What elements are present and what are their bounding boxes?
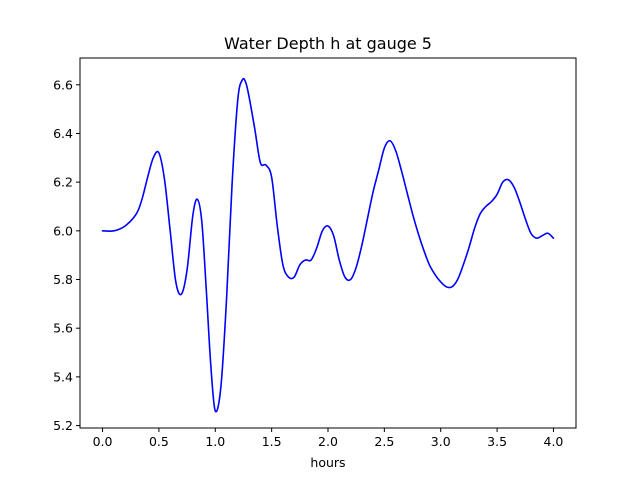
x-tick-label: 2.0 <box>318 434 338 449</box>
chart-title: Water Depth h at gauge 5 <box>224 34 432 53</box>
y-tick-label: 5.4 <box>53 369 73 384</box>
x-axis-label: hours <box>310 455 345 470</box>
axes-frame <box>79 57 577 429</box>
x-axis: 0.0 0.5 1.0 1.5 2.0 2.5 3.0 3.5 4.0 <box>93 428 564 449</box>
y-axis: 5.2 5.4 5.6 5.8 6.0 6.2 6.4 6.6 <box>53 77 80 433</box>
x-tick-label: 0.5 <box>149 434 169 449</box>
y-tick-label: 5.2 <box>53 418 73 433</box>
y-tick-label: 6.4 <box>53 126 73 141</box>
series-line <box>101 77 555 413</box>
x-tick-label: 2.5 <box>374 434 394 449</box>
x-tick-label: 1.5 <box>262 434 282 449</box>
series-layer <box>101 77 555 413</box>
x-tick-label: 3.0 <box>431 434 451 449</box>
y-tick-label: 5.6 <box>53 321 73 336</box>
x-tick-label: 1.0 <box>205 434 225 449</box>
x-tick-label: 4.0 <box>544 434 564 449</box>
x-tick-label: 0.0 <box>93 434 113 449</box>
y-tick-label: 6.0 <box>53 223 73 238</box>
y-tick-label: 6.6 <box>53 77 73 92</box>
x-tick-label: 3.5 <box>487 434 507 449</box>
y-tick-label: 5.8 <box>53 272 73 287</box>
y-tick-label: 6.2 <box>53 175 73 190</box>
